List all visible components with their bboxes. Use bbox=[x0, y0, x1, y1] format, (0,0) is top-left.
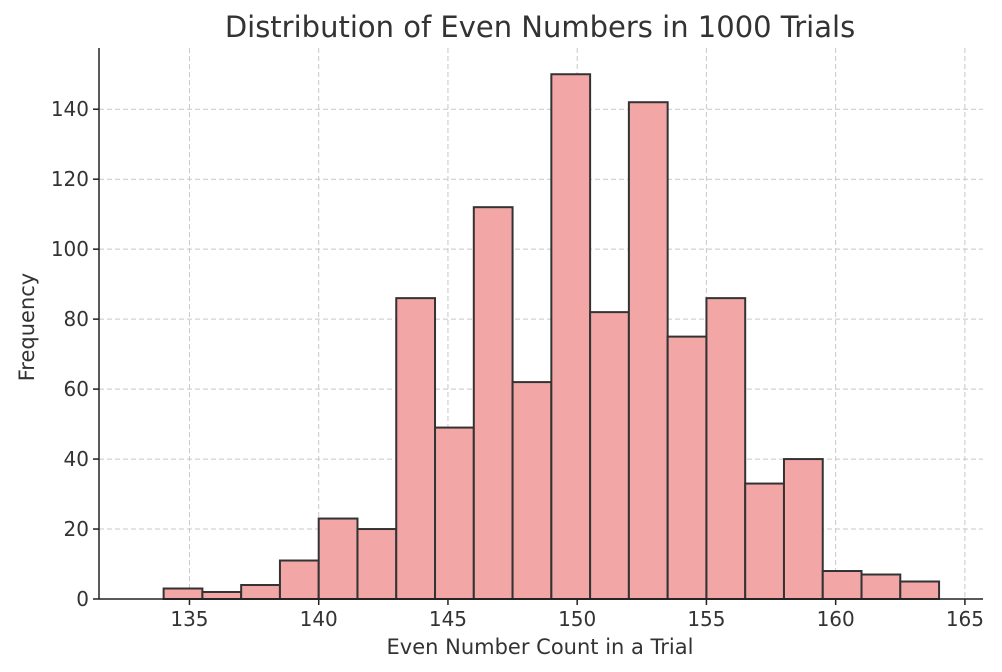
histogram-bar bbox=[240, 584, 281, 600]
histogram-bar bbox=[434, 426, 475, 601]
histogram-bar bbox=[821, 570, 863, 600]
histogram-bar bbox=[666, 335, 708, 600]
histogram-bar bbox=[317, 517, 359, 600]
x-tick-label: 145 bbox=[429, 607, 467, 631]
histogram-bar bbox=[744, 482, 785, 600]
histogram-bar bbox=[162, 587, 204, 600]
histogram-bar bbox=[899, 580, 941, 600]
histogram-bar bbox=[395, 297, 437, 600]
y-tick-label: 80 bbox=[64, 307, 89, 331]
x-tick-label: 135 bbox=[170, 607, 208, 631]
x-tick-label: 140 bbox=[300, 607, 338, 631]
y-tick-label: 120 bbox=[51, 167, 89, 191]
x-axis-label: Even Number Count in a Trial bbox=[387, 635, 694, 659]
y-tick-label: 60 bbox=[64, 377, 89, 401]
histogram-bar bbox=[627, 101, 669, 600]
histogram-bar bbox=[550, 73, 592, 600]
x-tick-label: 160 bbox=[817, 607, 855, 631]
histogram-bar bbox=[705, 297, 747, 600]
chart-title: Distribution of Even Numbers in 1000 Tri… bbox=[225, 10, 855, 44]
x-tick-label: 155 bbox=[687, 607, 725, 631]
histogram-bar bbox=[782, 458, 824, 601]
histogram-bar bbox=[511, 381, 553, 600]
y-tick-label: 40 bbox=[64, 447, 89, 471]
y-tick-label: 100 bbox=[51, 237, 89, 261]
histogram-bar bbox=[278, 559, 320, 600]
y-tick-label: 20 bbox=[64, 517, 89, 541]
histogram-bar bbox=[860, 573, 902, 600]
x-tick-label: 165 bbox=[946, 607, 984, 631]
ticks-layer: 135 140 145 150 155 160 165 0 20 40 60 80 100 120 140 bbox=[51, 97, 984, 631]
histogram-bar bbox=[472, 206, 514, 601]
histogram-bar bbox=[201, 591, 243, 600]
histogram-bar bbox=[356, 528, 398, 600]
y-tick-label: 140 bbox=[51, 97, 89, 121]
y-tick-label: 0 bbox=[76, 587, 89, 611]
x-tick-label: 150 bbox=[558, 607, 596, 631]
bars-layer bbox=[162, 73, 941, 601]
histogram-bar bbox=[589, 311, 630, 600]
y-axis-label: Frequency bbox=[15, 273, 39, 382]
